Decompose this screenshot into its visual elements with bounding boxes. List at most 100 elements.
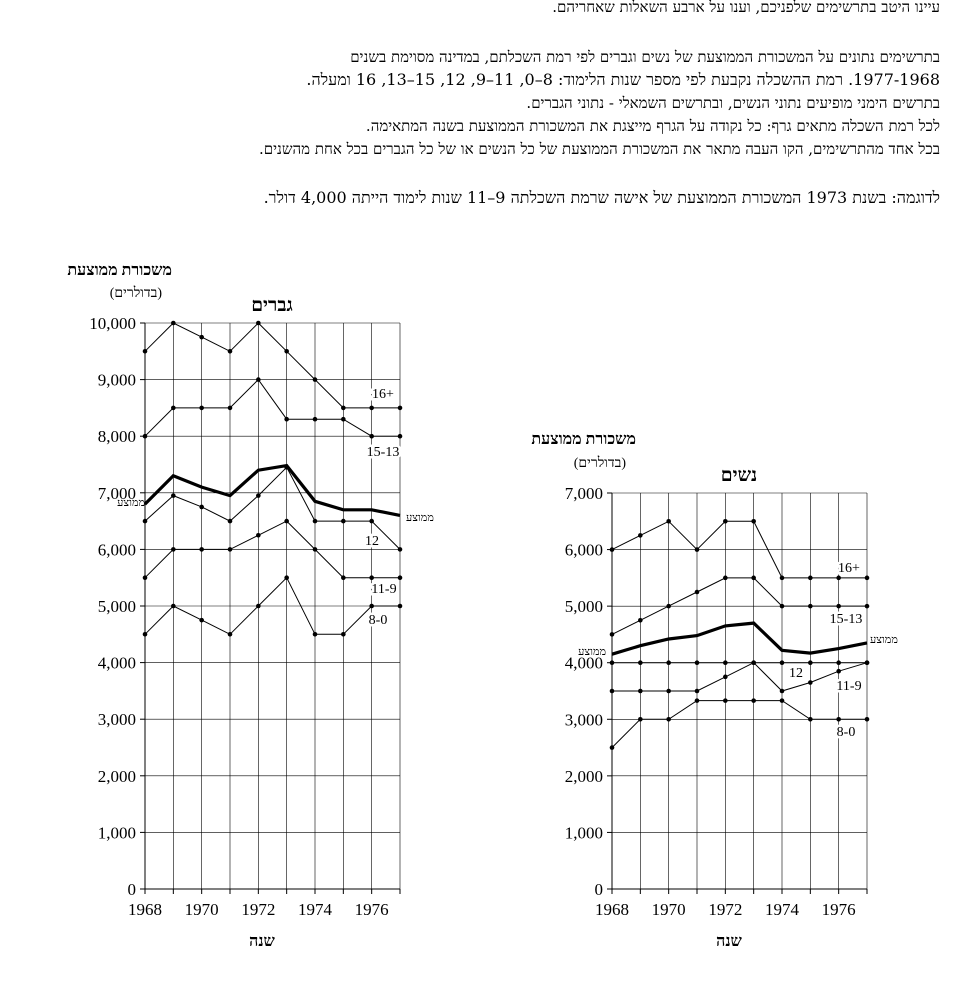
women-data-point — [779, 575, 785, 581]
men-y-tick-label: 5,000 — [98, 597, 136, 616]
women-y-axis-unit: (בדולרים) — [574, 455, 627, 471]
women-series-line — [611, 700, 867, 748]
men-data-point — [397, 433, 403, 439]
instruction-line-6: בכל אחד מהתרשימים, הקו העבה מתאר את המשכ… — [258, 140, 940, 158]
men-series-line — [144, 378, 400, 437]
women-data-point — [751, 575, 756, 581]
women-data-point — [836, 575, 841, 581]
women-data-point — [666, 716, 671, 722]
women-data-point — [723, 698, 728, 703]
men-y-axis-unit: (בדולרים) — [110, 285, 163, 301]
women-series-line — [611, 577, 867, 635]
women-data-point — [864, 603, 870, 609]
women-data-point — [836, 716, 841, 722]
women-data-point — [694, 547, 700, 552]
men-data-point — [256, 493, 261, 498]
men-data-point — [284, 349, 289, 354]
men-x-tick-label: 1968 — [128, 900, 162, 919]
women-y-tick-label: 2,000 — [565, 767, 603, 786]
men-data-point — [341, 518, 346, 524]
men-x-tick-label: 1974 — [298, 900, 333, 919]
women-data-point — [694, 698, 700, 703]
men-data-point — [312, 632, 318, 637]
women-data-point — [638, 660, 643, 666]
women-x-axis-title: שנה — [716, 933, 742, 950]
men-series-line — [144, 322, 400, 409]
instruction-line-5: לכל רמת השכלה מתאים גרף: כל נקודה על הגר… — [365, 117, 940, 135]
men-data-point — [142, 518, 148, 524]
women-data-point — [666, 603, 671, 609]
instruction-line-2: בתרשימים נתונים על המשכורת הממוצעת של נש… — [350, 48, 940, 66]
women-series-line — [612, 662, 868, 692]
men-data-point — [397, 547, 403, 552]
men-x-axis-title: שנה — [249, 933, 275, 950]
men-data-point — [397, 603, 403, 609]
men-series-line — [144, 576, 400, 635]
men-data-point — [199, 504, 204, 510]
men-series-label: 8-0 — [369, 613, 388, 628]
women-x-tick-label: 1972 — [708, 900, 742, 919]
men-data-point — [227, 405, 233, 411]
women-data-point — [751, 518, 756, 524]
women-series-label-bg: 15-13 — [830, 612, 863, 627]
men-series-label-bg: 11-9 — [371, 582, 396, 597]
women-data-point — [723, 660, 728, 666]
women-series-label-bg: 11-9 — [836, 679, 861, 694]
women-series-label: 11-9 — [836, 679, 861, 694]
men-series-line — [144, 466, 401, 550]
women-data-point — [638, 688, 643, 694]
women-data-point — [751, 660, 756, 666]
instruction-line-4: בתרשים הימני מופיעים נתוני הנשים, ובתרשי… — [526, 94, 940, 112]
women-data-point — [808, 603, 813, 609]
men-y-axis-title: משכורת ממוצעת — [67, 262, 172, 279]
men-y-tick-label: 7,000 — [98, 484, 136, 503]
women-data-point — [723, 575, 728, 581]
men-data-point — [341, 405, 346, 411]
men-data-point — [199, 405, 204, 411]
men-x-tick-label: 1972 — [241, 900, 275, 919]
men-x-tick-label: 1976 — [355, 900, 389, 919]
women-x-tick-label: 1976 — [822, 900, 856, 919]
women-data-point — [609, 688, 615, 694]
women-data-point — [723, 674, 728, 680]
men-data-point — [227, 547, 233, 552]
women-series-label-bg: 12 — [789, 666, 803, 681]
men-data-point — [312, 547, 318, 552]
men-data-point — [341, 632, 346, 637]
women-y-tick-label: 4,000 — [565, 654, 603, 673]
women-data-point — [694, 688, 700, 694]
men-y-tick-label: 8,000 — [98, 427, 136, 446]
men-data-point — [284, 575, 289, 580]
women-chart-title: נשים — [721, 465, 757, 486]
men-average-label-right: ממוצע — [406, 512, 434, 524]
men-y-tick-label: 0 — [128, 880, 137, 899]
men-y-tick-label: 3,000 — [98, 710, 136, 729]
men-data-point — [341, 416, 346, 422]
women-series-label-bg: 8-0 — [837, 725, 856, 740]
women-series-label: 15-13 — [830, 612, 863, 627]
men-data-point — [171, 603, 176, 609]
men-y-tick-label: 1,000 — [98, 823, 136, 842]
women-data-point — [779, 688, 785, 694]
women-y-axis-title: משכורת ממוצעת — [531, 431, 636, 448]
men-data-point — [284, 416, 289, 422]
men-data-point — [171, 493, 176, 498]
men-data-point — [341, 575, 346, 580]
men-data-point — [369, 433, 374, 439]
men-series-line — [144, 520, 400, 579]
men-y-tick-label: 6,000 — [98, 540, 136, 559]
men-data-point — [142, 433, 148, 439]
women-series-line — [611, 621, 868, 656]
women-data-point — [723, 518, 728, 524]
women-data-point — [751, 698, 756, 703]
men-data-point — [227, 349, 233, 354]
men-series-line — [143, 463, 401, 517]
men-data-point — [227, 518, 233, 524]
men-y-tick-label: 2,000 — [98, 767, 136, 786]
women-data-point — [609, 660, 615, 666]
women-x-tick-label: 1974 — [765, 900, 800, 919]
women-average-label-right: ממוצע — [870, 634, 898, 646]
women-data-point — [864, 716, 870, 722]
men-data-point — [256, 532, 261, 538]
women-series-label: 12 — [789, 666, 803, 681]
